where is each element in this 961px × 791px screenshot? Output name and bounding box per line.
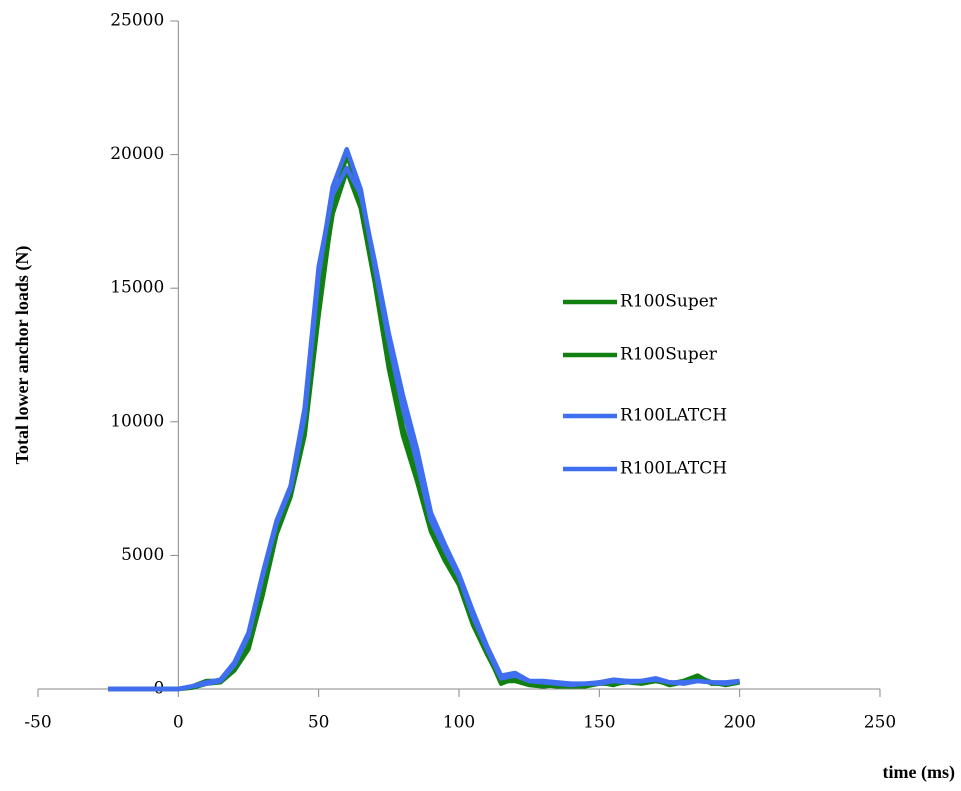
y-axis-label: Total lower anchor loads (N) [12, 246, 33, 465]
series-line [108, 165, 740, 692]
legend-label: R100LATCH [620, 459, 727, 479]
series-line [108, 168, 741, 692]
x-tick-label: 100 [443, 713, 475, 733]
legend-label: R100Super [620, 292, 718, 312]
x-tick-label: 200 [723, 713, 755, 733]
y-tick-label: 15000 [110, 278, 164, 298]
x-tick-label: 150 [583, 713, 615, 733]
x-tick-label: 250 [864, 713, 896, 733]
y-tick-label: 20000 [110, 144, 164, 164]
x-tick-label: -50 [24, 713, 51, 733]
y-tick-label: 5000 [121, 545, 164, 565]
y-tick-label: 10000 [110, 411, 164, 431]
x-axis-label: time (ms) [883, 762, 955, 783]
legend-label: R100Super [620, 345, 718, 365]
x-tick-label: 0 [173, 713, 184, 733]
legend-label: R100LATCH [620, 406, 727, 426]
x-tick-label: 50 [308, 713, 330, 733]
y-tick-label: 25000 [110, 11, 164, 31]
